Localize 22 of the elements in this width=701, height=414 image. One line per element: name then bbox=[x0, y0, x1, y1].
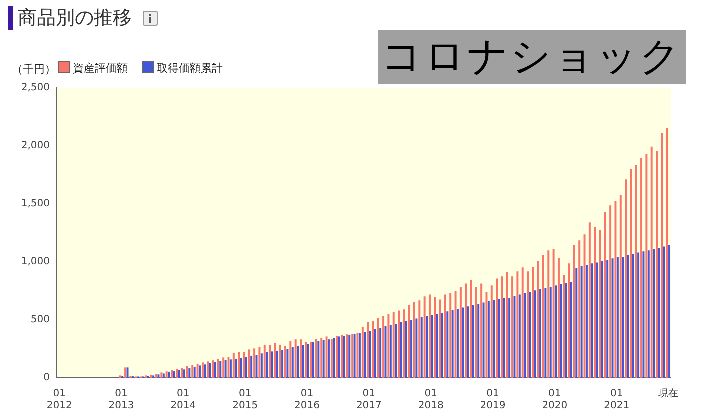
x-tick-label: 現在 bbox=[658, 388, 678, 400]
x-tick-label: 01 2018 bbox=[418, 388, 444, 412]
x-tick-label: 01 2021 bbox=[604, 388, 630, 412]
x-tick-label: 01 2020 bbox=[542, 388, 568, 412]
y-axis-title: （千円） bbox=[12, 62, 56, 77]
y-tick-label: 2,000 bbox=[21, 140, 50, 152]
legend-label: 資産評価額 bbox=[72, 61, 128, 76]
y-tick-label: 2,500 bbox=[21, 82, 50, 94]
text: コロナショック bbox=[378, 30, 686, 84]
x-tick-label: 01 2012 bbox=[46, 388, 72, 412]
x-tick-label: 01 2013 bbox=[108, 388, 134, 412]
y-tick-label: 500 bbox=[30, 314, 50, 326]
x-tick-label: 01 2015 bbox=[232, 388, 258, 412]
y-tick-label: 0 bbox=[44, 372, 50, 384]
x-tick-label: 01 2019 bbox=[480, 388, 506, 412]
chart-title: 商品別の推移 bbox=[8, 6, 132, 30]
legend-label: 取得価額累計 bbox=[156, 61, 223, 76]
x-tick-label: 01 2016 bbox=[294, 388, 320, 412]
x-tick-label: 01 2014 bbox=[170, 388, 196, 412]
y-tick-label: 1,500 bbox=[21, 198, 50, 210]
y-tick-label: 1,000 bbox=[21, 256, 50, 268]
x-tick-label: 01 2017 bbox=[356, 388, 382, 412]
